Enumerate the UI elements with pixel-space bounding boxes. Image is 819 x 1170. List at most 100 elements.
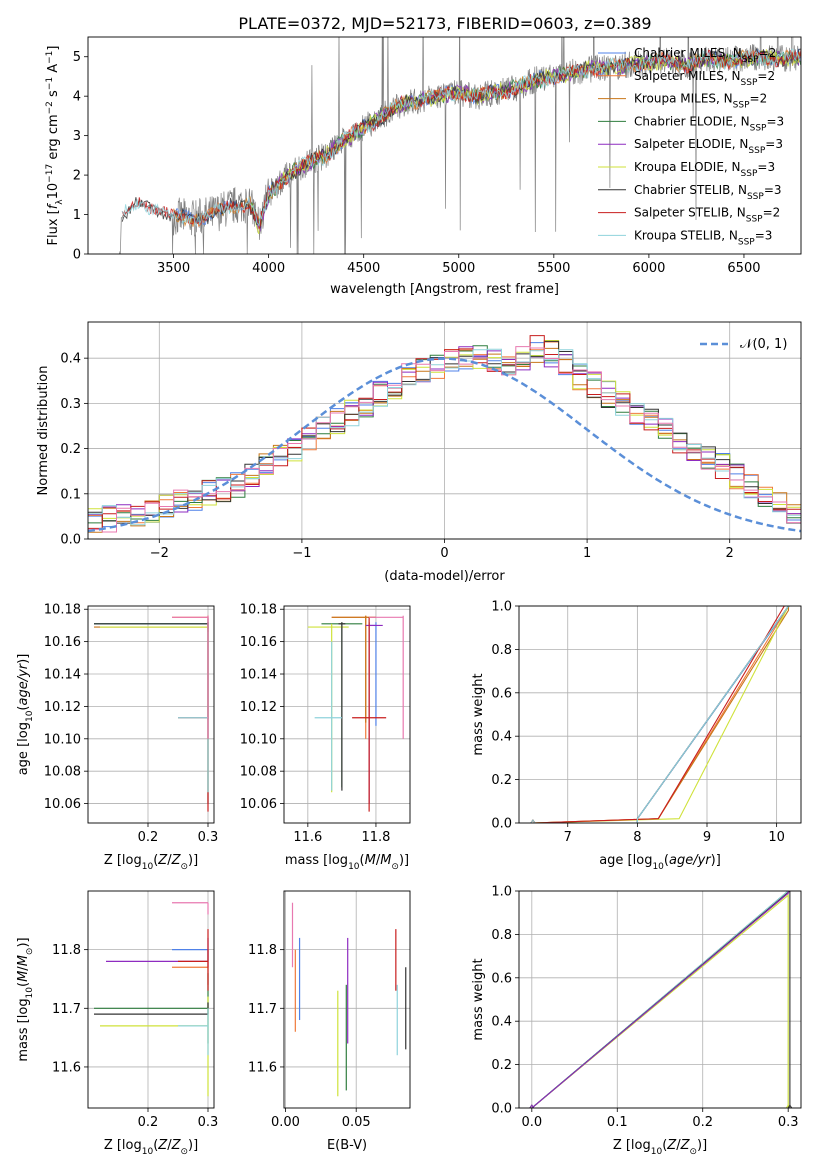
x-tick-label: 0 — [440, 546, 448, 561]
label-part: ⊙ — [180, 862, 188, 872]
label-part: ( — [16, 706, 31, 711]
y-tick-label: 0.2 — [491, 1058, 512, 1073]
label-part: erg cm — [46, 114, 61, 163]
x-tick-label: 4000 — [252, 261, 285, 276]
label-part: )] — [188, 853, 198, 868]
label-part: / — [16, 966, 31, 971]
label-part: Kroupa STELIB, N — [634, 228, 738, 242]
y-tick-label: 0.4 — [491, 1015, 512, 1030]
label-part: 10 — [651, 1147, 663, 1157]
legend-label: Chabrier ELODIE, NSSP=3 — [634, 114, 784, 133]
y-tick-label: 10.06 — [240, 797, 277, 812]
y-tick-label: 10.18 — [240, 603, 277, 618]
residuals-xlabel: (data-model)/error — [384, 569, 505, 584]
label-part: SSP — [748, 146, 765, 156]
label-part: age [log — [599, 853, 652, 868]
age-vs-z-frame — [87, 605, 215, 824]
label-part: Z — [171, 853, 182, 868]
label-part: ( — [662, 1138, 667, 1153]
mass-weight-age-xlabel: age [log10(age/yr)] — [599, 853, 721, 872]
y-tick-label: 10.12 — [44, 700, 81, 715]
label-part: Chabrier MILES, N — [634, 46, 742, 60]
label-part: Salpeter MILES, N — [634, 69, 741, 83]
label-part: ( — [16, 982, 31, 987]
label-part: mass [log — [16, 998, 31, 1061]
label-part: Z — [171, 1138, 182, 1153]
label-part: =2 — [750, 92, 768, 106]
x-tick-label: 11.6 — [293, 830, 322, 845]
x-tick-label: 0.3 — [778, 1115, 799, 1130]
age-vs-mass-frame — [283, 605, 411, 824]
label-part: Z — [680, 1138, 691, 1153]
x-tick-label: 7 — [564, 830, 572, 845]
label-part: Z — [157, 853, 168, 868]
x-tick-label: 2 — [726, 546, 734, 561]
label-part: ] — [46, 46, 61, 51]
y-tick-label: 1 — [73, 208, 81, 223]
label-part: age [log — [16, 722, 31, 775]
label-part: ( — [360, 853, 365, 868]
x-tick-label: 0.00 — [271, 1115, 300, 1130]
label-part: =3 — [755, 228, 773, 242]
x-tick-label: 6500 — [727, 261, 760, 276]
x-tick-label: 0.05 — [342, 1115, 371, 1130]
label-part: ( — [664, 853, 669, 868]
mass-vs-ebv-xlabel: E(B-V) — [327, 1138, 367, 1153]
spectrum-ylabel: Flux [fλ10−17 erg cm−2 s−1 A−1] — [45, 46, 65, 246]
label-part: 10 — [25, 710, 35, 722]
age-vs-z-errorbars — [94, 615, 209, 812]
label-part: SSP — [741, 169, 758, 179]
legend-label: Kroupa STELIB, NSSP=3 — [634, 228, 772, 247]
y-tick-label: 10.12 — [240, 700, 277, 715]
label-part: / — [167, 1138, 172, 1153]
y-tick-label: 10.10 — [44, 732, 81, 747]
x-tick-label: 0.3 — [198, 830, 219, 845]
label-part: λ — [55, 199, 65, 205]
residuals-frame — [87, 321, 802, 540]
label-part: Chabrier STELIB, N — [634, 183, 747, 197]
x-tick-label: 8 — [633, 830, 641, 845]
y-tick-label: 2 — [73, 169, 81, 184]
mass-vs-ebv-frame — [283, 890, 411, 1109]
x-tick-label: 5000 — [442, 261, 475, 276]
label-part: Z — [157, 1138, 168, 1153]
label-part: =3 — [764, 183, 782, 197]
y-tick-label: 10.08 — [44, 765, 81, 780]
age-vs-mass-errorbars — [307, 615, 404, 812]
label-part: M — [380, 853, 391, 868]
y-tick-label: 0 — [73, 248, 81, 263]
spectrum-xlabel: wavelength [Angstrom, rest frame] — [330, 282, 559, 297]
figure-title: PLATE=0372, MJD=52173, FIBERID=0603, z=0… — [238, 14, 651, 33]
x-tick-label: 0.0 — [521, 1115, 542, 1130]
label-part: Salpeter STELIB, N — [634, 206, 746, 220]
x-tick-label: 6000 — [632, 261, 665, 276]
label-part: age/yr — [16, 662, 31, 705]
mass-vs-z-xlabel: Z [log10(Z/Z⊙)] — [104, 1138, 198, 1157]
legend-label: Chabrier MILES, NSSP=2 — [634, 46, 776, 65]
label-part: −1 — [45, 51, 55, 64]
x-tick-label: 0.2 — [138, 830, 159, 845]
spectrum-frame — [87, 36, 802, 255]
residuals-ylabel: Normed distribution — [36, 366, 51, 496]
label-part: / — [676, 1138, 681, 1153]
y-tick-label: 0.4 — [60, 352, 81, 367]
y-tick-label: 0.6 — [491, 686, 512, 701]
mass-weight-z-lines — [529, 891, 793, 1108]
label-part: SSP — [733, 101, 750, 111]
label-part: =2 — [759, 46, 777, 60]
label-part: ⊙ — [689, 1147, 697, 1157]
y-tick-label: 3 — [73, 129, 81, 144]
data-spectrum-line — [119, 37, 801, 254]
label-part: M — [16, 971, 31, 982]
label-part: −17 — [45, 164, 55, 183]
x-tick-label: 0.3 — [198, 1115, 219, 1130]
spectrum-axes: 3500 4000 4500 5000 5500 6000 6500 0 1 2 3 4 5 — [73, 50, 761, 276]
label-part: =2 — [757, 69, 775, 83]
label-part: )] — [399, 853, 409, 868]
y-tick-label: 0.4 — [491, 730, 512, 745]
label-part: Flux [ — [46, 209, 61, 245]
kroupa-stelib-model-line — [121, 48, 801, 227]
label-part: )] — [188, 1138, 198, 1153]
label-part: 10 — [652, 862, 664, 872]
